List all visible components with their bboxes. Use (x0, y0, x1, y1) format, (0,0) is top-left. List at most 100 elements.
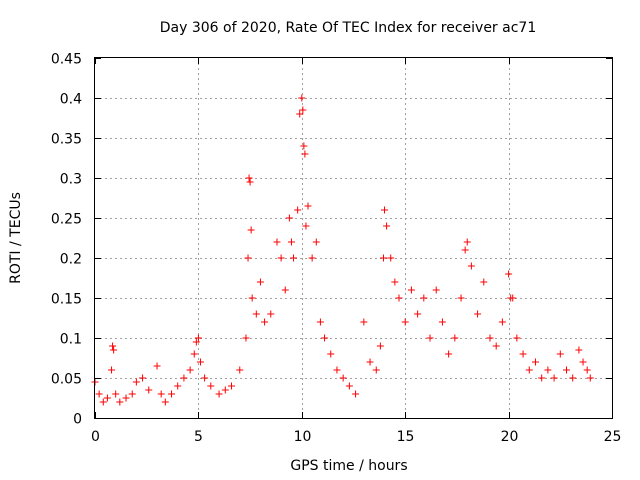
roti-point (575, 346, 583, 354)
roti-point (569, 374, 577, 382)
roti-point (246, 178, 254, 186)
roti-point (153, 362, 161, 370)
roti-point (132, 378, 140, 386)
roti-point (509, 294, 517, 302)
roti-point (245, 174, 253, 182)
roti-point (376, 342, 384, 350)
roti-point (161, 398, 169, 406)
roti-point (531, 358, 539, 366)
roti-point (352, 390, 360, 398)
roti-point (579, 358, 587, 366)
y-tick-label: 0.3 (60, 172, 82, 188)
roti-point (302, 222, 310, 230)
roti-point (426, 334, 434, 342)
roti-point (215, 390, 223, 398)
roti-point (556, 350, 564, 358)
roti-point (248, 294, 256, 302)
roti-point (290, 254, 298, 262)
roti-point (498, 318, 506, 326)
roti-point (108, 366, 116, 374)
roti-point (157, 390, 165, 398)
roti-point (296, 110, 304, 118)
roti-point (273, 238, 281, 246)
roti-point (128, 390, 136, 398)
roti-point (256, 278, 264, 286)
y-tick-label: 0.05 (51, 372, 82, 388)
roti-point (196, 358, 204, 366)
roti-point (316, 318, 324, 326)
roti-point (383, 222, 391, 230)
roti-point (298, 94, 306, 102)
roti-point (190, 350, 198, 358)
roti-point (294, 206, 302, 214)
roti-point (186, 366, 194, 374)
roti-point (445, 350, 453, 358)
roti-point (525, 366, 533, 374)
roti-point (236, 366, 244, 374)
roti-point (304, 202, 312, 210)
roti-point (461, 246, 469, 254)
plot-frame (94, 57, 613, 419)
roti-point (513, 334, 521, 342)
roti-point (252, 310, 260, 318)
x-tick-label: 0 (91, 429, 100, 445)
roti-point (277, 254, 285, 262)
roti-point (122, 394, 130, 402)
roti-point (327, 350, 335, 358)
roti-point (287, 238, 295, 246)
roti-point (395, 294, 403, 302)
x-tick-label: 20 (501, 429, 519, 445)
roti-point (103, 394, 111, 402)
roti-point (586, 374, 594, 382)
roti-point (492, 342, 500, 350)
x-axis-title: GPS time / hours (290, 458, 407, 474)
y-tick-label: 0.15 (51, 292, 82, 308)
roti-point (110, 346, 118, 354)
roti-point (308, 254, 316, 262)
roti-point (467, 262, 475, 270)
roti-point (339, 374, 347, 382)
roti-point (99, 398, 107, 406)
roti-point (227, 382, 235, 390)
roti-point (95, 390, 103, 398)
roti-point (480, 278, 488, 286)
x-tick-label: 5 (194, 429, 203, 445)
roti-point (109, 342, 117, 350)
roti-point (414, 310, 422, 318)
axis-ticks: 0 5 10 15 20 25 0 0.05 0.1 0.15 0.2 0.25 0.3 0.35 0.4 0… (51, 52, 622, 446)
roti-point (463, 238, 471, 246)
roti-point (168, 390, 176, 398)
roti-point (372, 366, 380, 374)
roti-point (401, 318, 409, 326)
roti-point (174, 382, 182, 390)
roti-point (544, 366, 552, 374)
roti-point (432, 286, 440, 294)
y-axis-title: ROTI / TECUs (8, 192, 24, 284)
roti-point (194, 334, 202, 342)
roti-point (244, 254, 252, 262)
roti-point (360, 318, 368, 326)
roti-point (116, 398, 124, 406)
roti-point (583, 366, 591, 374)
roti-point (457, 294, 465, 302)
roti-point (221, 386, 229, 394)
roti-point (379, 254, 387, 262)
roti-point (391, 278, 399, 286)
y-tick-label: 0.35 (51, 132, 82, 148)
roti-point (519, 350, 527, 358)
y-tick-label: 0.2 (60, 252, 82, 268)
roti-point (505, 270, 513, 278)
roti-point (538, 374, 546, 382)
roti-point (299, 106, 307, 114)
roti-point (300, 142, 308, 150)
roti-point (261, 318, 269, 326)
roti-point (451, 334, 459, 342)
x-tick-label: 10 (294, 429, 312, 445)
roti-point (192, 338, 200, 346)
x-tick-label: 15 (397, 429, 415, 445)
roti-point (267, 310, 275, 318)
chart-title: Day 306 of 2020, Rate Of TEC Index for r… (160, 20, 536, 36)
x-tick-label: 25 (604, 429, 622, 445)
roti-point (563, 366, 571, 374)
